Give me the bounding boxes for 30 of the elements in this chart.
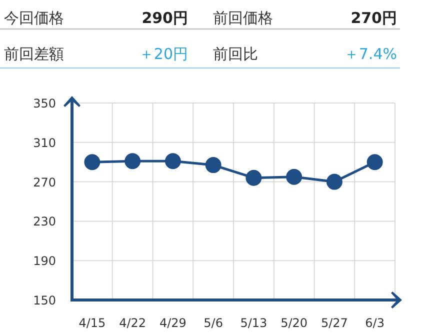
point — [286, 168, 302, 185]
y-tick-label: 150 — [33, 294, 56, 308]
point — [326, 174, 342, 190]
x-tick-label: 6/3 — [365, 316, 384, 330]
text: 今回価格 — [4, 9, 64, 27]
point — [205, 157, 222, 174]
text: 290円 — [142, 9, 188, 27]
y-tick-label: 190 — [33, 254, 56, 268]
y-tick-label: 310 — [33, 136, 56, 150]
y-tick-label: 230 — [33, 214, 56, 229]
text: ＋20円 — [138, 45, 188, 63]
x-tick-label: 5/27 — [320, 316, 348, 330]
x-tick-label: 4/15 — [78, 316, 106, 330]
x-tick-label: 5/6 — [204, 316, 223, 330]
x-tick-label: 4/29 — [159, 316, 186, 330]
text: 270円 — [350, 9, 397, 27]
text: 前回価格 — [213, 9, 273, 27]
y-tick-label: 270 — [33, 175, 56, 190]
point — [164, 153, 181, 170]
point — [124, 153, 141, 170]
x-tick-label: 5/13 — [240, 316, 268, 330]
text: 前回比 — [213, 45, 258, 63]
y-tick-label: 350 — [33, 96, 56, 110]
x-tick-label: 5/20 — [280, 316, 308, 330]
text: 前回差額 — [4, 45, 64, 63]
x-tick-label: 4/22 — [119, 316, 146, 330]
point — [84, 154, 100, 170]
point — [246, 170, 262, 186]
point — [366, 154, 383, 170]
text: ＋7.4% — [344, 45, 397, 63]
